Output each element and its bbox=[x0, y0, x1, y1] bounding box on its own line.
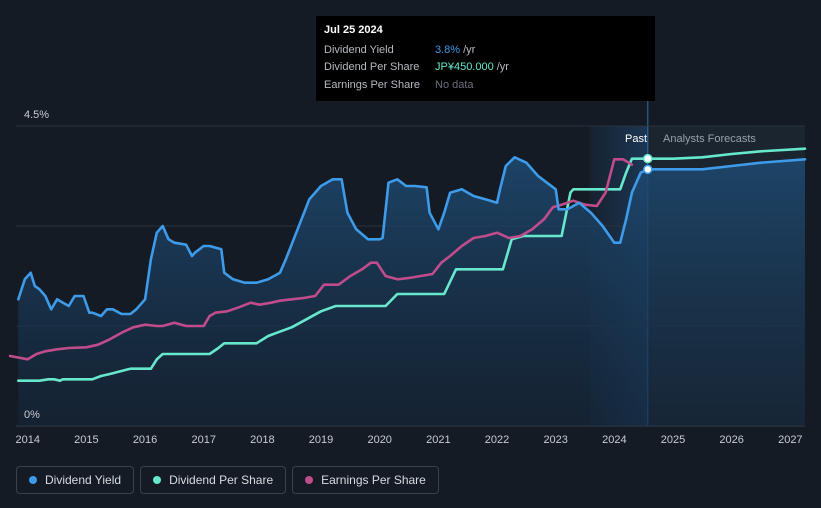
tooltip-date: Jul 25 2024 bbox=[324, 24, 383, 36]
dividend-yield-marker bbox=[643, 164, 653, 175]
x-tick-label: 2019 bbox=[309, 434, 333, 446]
hover-tooltip: Jul 25 2024 Dividend Yield 3.8% /yr Divi… bbox=[316, 16, 655, 101]
past-label: Past bbox=[625, 133, 647, 145]
tooltip-row-dividend-yield: Dividend Yield 3.8% /yr bbox=[324, 41, 647, 59]
tooltip-value: JP¥450.000 bbox=[435, 61, 494, 74]
tooltip-unit: /yr bbox=[496, 61, 509, 74]
legend-dot-icon bbox=[153, 476, 162, 484]
x-tick-label: 2017 bbox=[191, 434, 215, 446]
forecast-label: Analysts Forecasts bbox=[663, 133, 756, 145]
x-tick-label: 2016 bbox=[133, 434, 157, 446]
x-tick-label: 2018 bbox=[250, 434, 274, 446]
tooltip-unit: /yr bbox=[463, 43, 476, 56]
tooltip-row-earnings-per-share: Earnings Per Share No data bbox=[324, 76, 647, 94]
y-tick-label-max: 4.5% bbox=[24, 109, 49, 121]
dividend-yield-area bbox=[18, 157, 806, 427]
dividend-history-chart: 4.5% 0% 2014 2015 2016 2017 2018 2019 2020 2021… bbox=[8, 100, 807, 446]
tooltip-label: Dividend Per Share bbox=[324, 61, 420, 74]
tooltip-label: Earnings Per Share bbox=[324, 78, 420, 91]
x-tick-label: 2024 bbox=[602, 434, 626, 446]
y-axis-labels: 4.5% 0% bbox=[24, 109, 49, 421]
x-axis-labels: 2014 2015 2016 2017 2018 2019 2020 2021 2022 2023… bbox=[15, 434, 802, 446]
x-tick-label: 2023 bbox=[543, 434, 567, 446]
x-tick-label: 2025 bbox=[661, 434, 685, 446]
chart-markers bbox=[643, 153, 653, 175]
legend-item-dividend-yield[interactable]: Dividend Yield bbox=[16, 466, 135, 494]
dividend-yield-line bbox=[17, 156, 807, 318]
legend-item-dividend-per-share[interactable]: Dividend Per Share bbox=[140, 466, 287, 494]
legend-label: Dividend Per Share bbox=[169, 473, 274, 487]
legend-label: Dividend Yield bbox=[45, 473, 122, 487]
x-tick-label: 2020 bbox=[367, 434, 391, 446]
chart-lines bbox=[8, 147, 807, 382]
legend-label: Earnings Per Share bbox=[321, 473, 426, 487]
legend-dot-icon bbox=[29, 476, 37, 484]
x-tick-label: 2021 bbox=[426, 434, 450, 446]
chart-areas bbox=[18, 157, 806, 427]
tooltip-label: Dividend Yield bbox=[324, 43, 394, 56]
dividend-per-share-line bbox=[17, 147, 807, 382]
tooltip-value: No data bbox=[435, 78, 474, 91]
x-tick-label: 2026 bbox=[719, 434, 743, 446]
tooltip-row-dividend-per-share: Dividend Per Share JP¥450.000 /yr bbox=[324, 59, 647, 77]
x-tick-label: 2014 bbox=[15, 434, 39, 446]
tooltip-value: 3.8% bbox=[435, 43, 461, 56]
legend-dot-icon bbox=[305, 476, 314, 484]
dividend-per-share-marker bbox=[643, 153, 653, 164]
chart-legend: Dividend Yield Dividend Per Share Earnin… bbox=[16, 466, 439, 494]
earnings-per-share-line bbox=[8, 158, 634, 361]
y-tick-label-zero: 0% bbox=[24, 409, 40, 421]
legend-item-earnings-per-share[interactable]: Earnings Per Share bbox=[292, 466, 439, 494]
x-tick-label: 2022 bbox=[485, 434, 509, 446]
x-tick-label: 2027 bbox=[778, 434, 802, 446]
x-tick-label: 2015 bbox=[74, 434, 98, 446]
